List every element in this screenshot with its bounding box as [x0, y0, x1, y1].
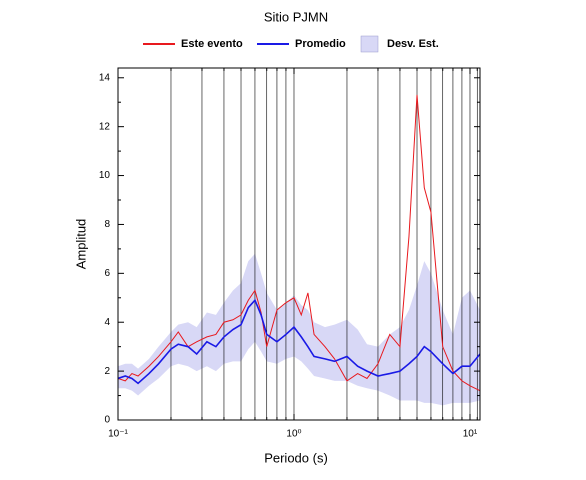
legend-label: Este evento — [181, 38, 243, 50]
y-tick-label: 10 — [99, 170, 111, 181]
y-tick-label: 14 — [99, 72, 111, 83]
y-tick-label: 12 — [99, 121, 111, 132]
legend-label: Desv. Est. — [387, 38, 439, 50]
legend-label: Promedio — [295, 38, 346, 50]
y-tick-label: 8 — [104, 219, 110, 230]
y-axis-label: Amplitud — [73, 219, 88, 270]
x-axis-label: Periodo (s) — [264, 450, 328, 465]
x-tick-label: 10⁰ — [286, 429, 301, 440]
x-tick-label: 10⁻¹ — [108, 429, 128, 440]
chart-title: Sitio PJMN — [264, 9, 328, 24]
std-band — [118, 253, 480, 406]
y-tick-label: 4 — [104, 317, 110, 328]
series-line — [117, 94, 481, 392]
y-tick-label: 6 — [104, 268, 110, 279]
legend-swatch — [360, 35, 379, 53]
series-line — [117, 298, 481, 385]
plot-frame — [117, 67, 481, 421]
y-tick-label: 2 — [104, 366, 110, 377]
y-tick-label: 0 — [104, 415, 110, 426]
x-tick-label: 10¹ — [463, 429, 478, 440]
